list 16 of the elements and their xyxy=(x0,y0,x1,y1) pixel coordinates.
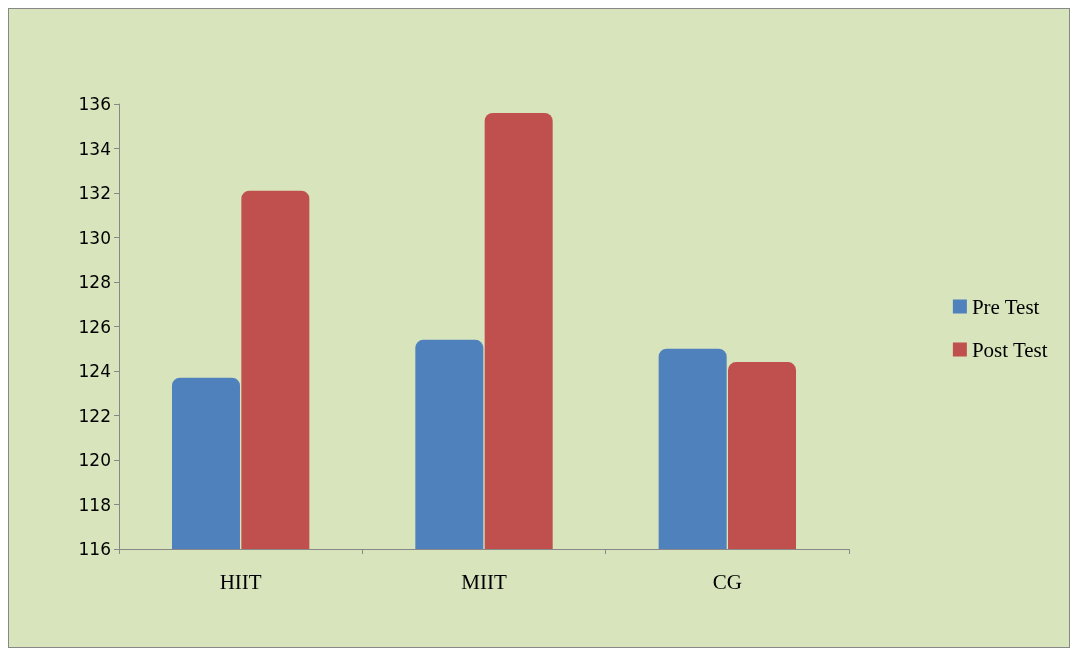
y-tick-label: 120 xyxy=(78,450,111,470)
y-tick-label: 118 xyxy=(78,494,111,515)
y-tick-label: 132 xyxy=(78,183,111,203)
x-tick-label: CG xyxy=(712,569,742,594)
y-tick-label: 128 xyxy=(78,272,111,292)
y-tick-label: 126 xyxy=(78,316,111,337)
y-tick-label: 134 xyxy=(78,138,111,159)
y-tick-label: 124 xyxy=(78,361,111,381)
y-tick-label: 122 xyxy=(78,405,111,426)
legend-label: Pre Test xyxy=(971,294,1040,319)
y-tick-label: 116 xyxy=(78,539,111,559)
y-tick-label: 130 xyxy=(78,227,111,248)
legend-label: Post Test xyxy=(971,337,1048,362)
y-tick-label: 136 xyxy=(78,94,111,114)
x-tick-label: HIIT xyxy=(219,569,262,594)
x-tick-label: MIIT xyxy=(461,569,507,594)
